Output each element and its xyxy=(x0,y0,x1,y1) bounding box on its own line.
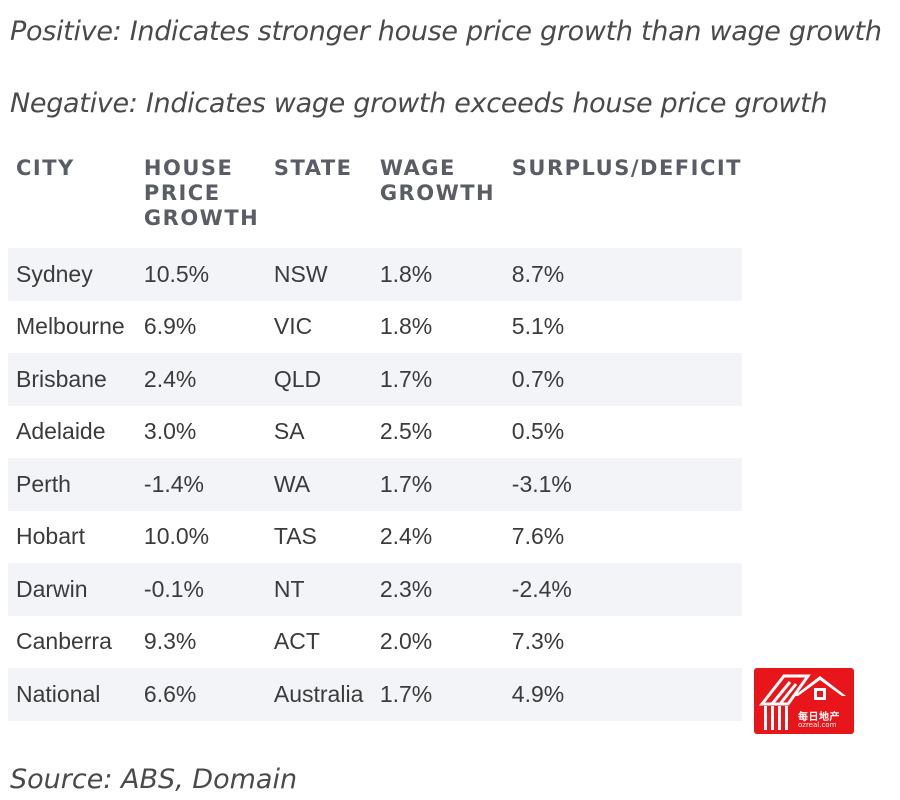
header-house-price-growth-line2: PRICE xyxy=(143,181,221,205)
table-row: National 6.6% Australia 1.7% 4.9% xyxy=(8,668,742,721)
cell-state: SA xyxy=(273,418,305,445)
cell-city: Brisbane xyxy=(8,353,136,406)
cell-city: Darwin xyxy=(8,563,136,616)
cell-wage-growth: 1.8% xyxy=(379,313,433,340)
cell-city: Hobart xyxy=(16,523,86,550)
cell-state: NSW xyxy=(265,248,372,301)
header-house-price-growth-line3: GROWTH xyxy=(143,206,260,230)
cell-state: Australia xyxy=(265,668,372,721)
watermark-en-text: ozreal.com xyxy=(798,721,837,729)
header-house-price-growth-line1: HOUSE xyxy=(143,156,234,180)
header-house-price-growth: HOUSE PRICE GROWTH xyxy=(136,156,266,248)
table-row: Brisbane 2.4% QLD 1.7% 0.7% xyxy=(8,353,742,406)
cell-city: Melbourne xyxy=(16,313,125,340)
table-row: Adelaide 3.0% SA 2.5% 0.5% xyxy=(8,406,742,459)
note-negative: Negative: Indicates wage growth exceeds … xyxy=(10,88,828,119)
header-city: CITY xyxy=(16,156,75,180)
cell-surplus-deficit: 0.7% xyxy=(503,353,742,406)
cell-house-price-growth: 3.0% xyxy=(143,418,197,445)
table-row: Darwin -0.1% NT 2.3% -2.4% xyxy=(8,563,742,616)
note-positive: Positive: Indicates stronger house price… xyxy=(10,16,882,47)
cell-house-price-growth: -1.4% xyxy=(135,458,266,511)
table-row: Hobart 10.0% TAS 2.4% 7.6% xyxy=(8,511,742,564)
table-header-row: CITY HOUSE PRICE GROWTH STATE WAGE GROWT… xyxy=(8,156,742,248)
cell-state: VIC xyxy=(273,313,313,340)
header-wage-growth-line2: GROWTH xyxy=(379,181,496,205)
cell-wage-growth: 2.5% xyxy=(379,418,433,445)
cell-surplus-deficit: -2.4% xyxy=(503,563,742,616)
cell-state: ACT xyxy=(273,628,320,655)
cell-city: National xyxy=(8,668,136,721)
table-row: Melbourne 6.9% VIC 1.8% 5.1% xyxy=(8,301,742,354)
cell-wage-growth: 2.3% xyxy=(371,563,504,616)
header-wage-growth: WAGE GROWTH xyxy=(372,156,504,248)
cell-state: QLD xyxy=(265,353,372,406)
table-row: Sydney 10.5% NSW 1.8% 8.7% xyxy=(8,248,742,301)
cell-house-price-growth: 9.3% xyxy=(143,628,197,655)
cell-wage-growth: 1.8% xyxy=(371,248,504,301)
cell-house-price-growth: 10.0% xyxy=(143,523,210,550)
cell-city: Canberra xyxy=(16,628,112,655)
cell-surplus-deficit: 5.1% xyxy=(511,313,565,340)
house-logo-icon xyxy=(758,674,846,730)
cell-state: WA xyxy=(265,458,372,511)
cell-wage-growth: 2.4% xyxy=(379,523,433,550)
cell-wage-growth: 1.7% xyxy=(371,458,504,511)
cell-wage-growth: 1.7% xyxy=(371,353,504,406)
cell-state: TAS xyxy=(273,523,317,550)
cell-state: NT xyxy=(265,563,372,616)
cell-surplus-deficit: -3.1% xyxy=(503,458,742,511)
source-note: Source: ABS, Domain xyxy=(10,764,298,795)
cell-city: Sydney xyxy=(8,248,136,301)
cell-surplus-deficit: 8.7% xyxy=(503,248,742,301)
cell-city: Adelaide xyxy=(16,418,106,445)
cell-surplus-deficit: 4.9% xyxy=(503,668,742,721)
table-row: Perth -1.4% WA 1.7% -3.1% xyxy=(8,458,742,511)
header-surplus-deficit: SURPLUS/DEFICIT xyxy=(511,156,742,180)
cell-surplus-deficit: 0.5% xyxy=(511,418,565,445)
cell-city: Perth xyxy=(8,458,136,511)
cell-wage-growth: 2.0% xyxy=(379,628,433,655)
cell-surplus-deficit: 7.3% xyxy=(511,628,565,655)
watermark-cn-text: 每日地产 xyxy=(798,712,840,723)
cell-surplus-deficit: 7.6% xyxy=(511,523,565,550)
header-wage-growth-line1: WAGE xyxy=(379,156,456,180)
header-state: STATE xyxy=(273,156,353,180)
table-row: Canberra 9.3% ACT 2.0% 7.3% xyxy=(8,616,742,669)
cell-house-price-growth: 6.9% xyxy=(143,313,197,340)
cell-house-price-growth: -0.1% xyxy=(135,563,266,616)
cell-wage-growth: 1.7% xyxy=(371,668,504,721)
cell-house-price-growth: 10.5% xyxy=(135,248,266,301)
watermark-logo: 每日地产 ozreal.com xyxy=(754,668,854,734)
comparison-table: CITY HOUSE PRICE GROWTH STATE WAGE GROWT… xyxy=(8,156,742,721)
cell-house-price-growth: 6.6% xyxy=(135,668,266,721)
cell-house-price-growth: 2.4% xyxy=(135,353,266,406)
